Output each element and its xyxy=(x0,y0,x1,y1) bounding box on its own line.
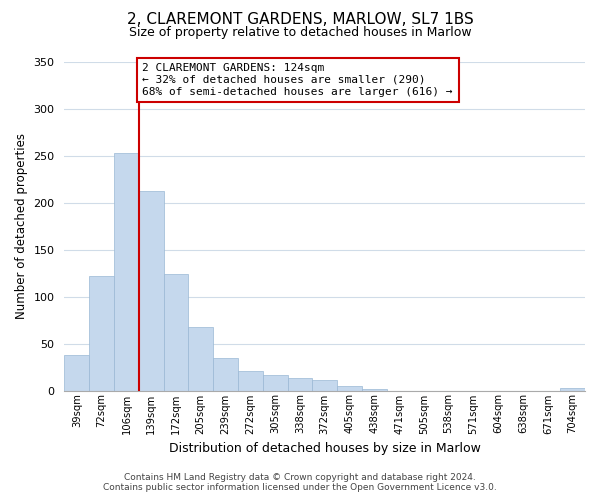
Text: Contains HM Land Registry data © Crown copyright and database right 2024.
Contai: Contains HM Land Registry data © Crown c… xyxy=(103,473,497,492)
Text: 2, CLAREMONT GARDENS, MARLOW, SL7 1BS: 2, CLAREMONT GARDENS, MARLOW, SL7 1BS xyxy=(127,12,473,28)
Bar xyxy=(362,388,386,390)
X-axis label: Distribution of detached houses by size in Marlow: Distribution of detached houses by size … xyxy=(169,442,481,455)
Bar xyxy=(238,371,263,390)
Y-axis label: Number of detached properties: Number of detached properties xyxy=(15,133,28,319)
Bar xyxy=(89,276,114,390)
Bar xyxy=(213,358,238,390)
Bar xyxy=(164,274,188,390)
Bar xyxy=(64,355,89,390)
Bar xyxy=(313,380,337,390)
Bar xyxy=(263,376,287,390)
Text: Size of property relative to detached houses in Marlow: Size of property relative to detached ho… xyxy=(128,26,472,39)
Bar xyxy=(287,378,313,390)
Text: 2 CLAREMONT GARDENS: 124sqm
← 32% of detached houses are smaller (290)
68% of se: 2 CLAREMONT GARDENS: 124sqm ← 32% of det… xyxy=(142,64,453,96)
Bar xyxy=(139,191,164,390)
Bar xyxy=(188,326,213,390)
Bar xyxy=(114,152,139,390)
Bar xyxy=(337,386,362,390)
Bar xyxy=(560,388,585,390)
